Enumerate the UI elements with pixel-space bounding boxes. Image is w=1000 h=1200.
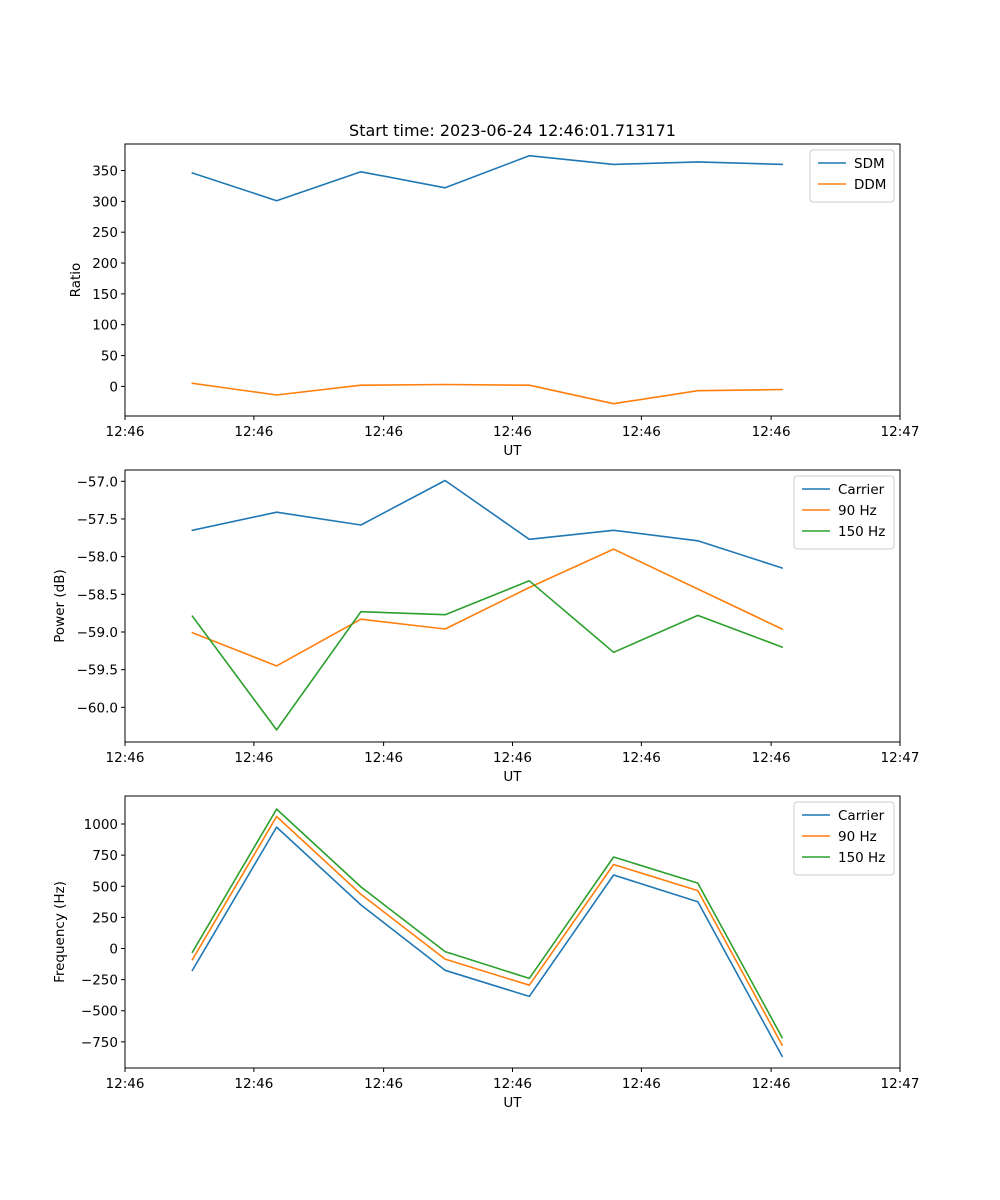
x-tick-label: 12:46 [752,1076,791,1092]
y-tick-label: 250 [92,225,118,241]
legend: SDM DDM [809,149,895,203]
y-tick-label: 300 [92,194,118,210]
legend-label: Carrier [838,808,885,824]
x-tick-label: 12:47 [881,424,920,440]
series-line-carrier [191,479,784,570]
chart-panels: 12:46 12:46 12:46 12:46 12:46 12:46 12:47 0 50 10… [52,143,920,1111]
x-axis-label: UT [503,769,522,785]
y-tick-label: −59.5 [77,663,118,679]
series-line-90-hz [191,548,784,667]
y-tick-label: −57.0 [77,474,118,490]
y-tick-label: −60.0 [77,700,118,716]
x-tick-label: 12:46 [234,1076,273,1092]
y-tick-label: 750 [92,848,118,864]
x-tick-label: 12:46 [364,750,403,766]
legend: Carrier 90 Hz 150 Hz [793,801,895,876]
series-line-carrier [191,826,784,1058]
legend-label: 150 Hz [838,850,885,866]
y-tick-label: 200 [92,256,118,272]
x-tick-label: 12:46 [364,424,403,440]
x-tick-label: 12:46 [493,424,532,440]
y-axis-label: Power (dB) [52,569,68,642]
series-line-90-hz [191,815,784,1047]
y-tick-label: −58.0 [77,550,118,566]
legend-label: 90 Hz [838,829,877,845]
x-tick-label: 12:46 [493,750,532,766]
series-line-sdm [191,154,783,202]
x-tick-label: 12:46 [234,750,273,766]
y-tick-label: −58.5 [77,587,118,603]
y-tick-label: −250 [81,973,118,989]
x-tick-label: 12:47 [881,1076,920,1092]
y-axis-label: Ratio [68,263,84,298]
y-tick-label: 150 [92,287,118,303]
y-tick-label: −750 [81,1035,118,1051]
y-tick-label: 100 [92,318,118,334]
y-tick-label: −59.0 [77,625,118,641]
y-tick-label: −500 [81,1004,118,1020]
y-tick-label: 0 [109,379,118,395]
series-line-150-hz [191,808,784,1039]
y-tick-label: −57.5 [77,512,118,528]
y-tick-label: 50 [101,349,118,365]
series-line-150-hz [191,579,784,731]
x-axis-label: UT [503,443,522,459]
y-tick-label: 1000 [84,817,118,833]
legend-label: 90 Hz [838,503,877,519]
x-tick-label: 12:46 [493,1076,532,1092]
y-tick-label: 250 [92,910,118,926]
chart-panel-2: 12:46 12:46 12:46 12:46 12:46 12:46 12:47 −60.0… [52,469,920,785]
x-tick-label: 12:46 [106,750,145,766]
series-line-ddm [191,382,783,405]
chart-panel-3: 12:46 12:46 12:46 12:46 12:46 12:46 12:47 −750 −… [52,795,920,1111]
legend-label: 150 Hz [838,524,885,540]
x-tick-label: 12:46 [106,424,145,440]
y-axis-label: Frequency (Hz) [52,881,68,983]
legend-label: SDM [854,156,885,172]
y-tick-label: 0 [109,941,118,957]
y-tick-label: 350 [92,164,118,180]
legend: Carrier 90 Hz 150 Hz [793,475,895,550]
legend-label: Carrier [838,482,885,498]
x-tick-label: 12:46 [622,424,661,440]
x-tick-label: 12:47 [881,750,920,766]
x-tick-label: 12:46 [234,424,273,440]
y-tick-label: 500 [92,879,118,895]
x-tick-label: 12:46 [364,1076,403,1092]
x-axis-label: UT [503,1095,522,1111]
x-tick-label: 12:46 [622,750,661,766]
x-tick-label: 12:46 [622,1076,661,1092]
chart-panel-1: 12:46 12:46 12:46 12:46 12:46 12:46 12:47 0 50 10… [68,143,920,459]
x-tick-label: 12:46 [752,424,791,440]
x-tick-label: 12:46 [106,1076,145,1092]
x-tick-label: 12:46 [752,750,791,766]
figure-title: Start time: 2023-06-24 12:46:01.713171 [349,121,676,140]
legend-label: DDM [854,177,886,193]
